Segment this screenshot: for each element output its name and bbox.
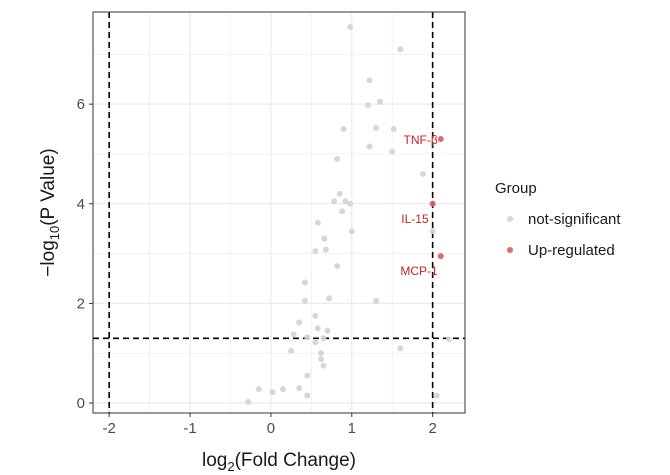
x-axis-title-base: log <box>202 450 227 471</box>
not-significant-point <box>377 98 384 105</box>
not-significant-point <box>280 386 287 393</box>
not-significant-point <box>314 219 321 226</box>
not-significant-point <box>366 77 373 84</box>
not-significant-point <box>269 389 276 396</box>
not-significant-point <box>340 126 347 133</box>
not-significant-point <box>373 297 380 304</box>
not-significant-point <box>389 148 396 155</box>
legend-title: Group <box>495 180 537 197</box>
data-points <box>245 23 452 406</box>
not-significant-point <box>296 319 303 326</box>
y-tick-label: 4 <box>77 196 85 213</box>
not-significant-point <box>373 125 380 132</box>
y-tick-label: 0 <box>77 395 85 412</box>
not-significant-point <box>304 392 311 399</box>
not-significant-point <box>314 325 321 332</box>
not-significant-point <box>366 143 373 150</box>
point-annotations: TNF-β IL-15 MCP-1 <box>400 133 438 278</box>
x-axis-title-rest: (Fold Change) <box>235 450 356 471</box>
not-significant-point <box>312 312 319 319</box>
x-tick-label: 1 <box>348 420 356 437</box>
not-significant-point <box>324 327 331 334</box>
up-regulated-point <box>437 253 444 260</box>
not-significant-point <box>364 102 371 109</box>
not-significant-point <box>304 334 311 341</box>
not-significant-point <box>322 246 329 253</box>
x-axis-title-sub: 2 <box>227 459 234 474</box>
not-significant-point <box>334 263 341 270</box>
not-significant-point <box>288 347 295 354</box>
up-regulated-point <box>437 136 444 143</box>
legend-key <box>507 216 513 222</box>
threshold-lines <box>93 12 465 413</box>
not-significant-point <box>312 339 319 346</box>
not-significant-point <box>304 372 311 379</box>
not-significant-point <box>336 190 343 197</box>
y-axis-title-sub: 10 <box>47 226 62 240</box>
point-annotation: MCP-1 <box>400 264 438 278</box>
not-significant-point <box>433 392 440 399</box>
not-significant-point <box>318 350 325 357</box>
not-significant-point <box>312 248 319 255</box>
legend-label: not-significant <box>528 211 621 228</box>
not-significant-point <box>330 198 337 205</box>
minor-gridlines <box>93 12 465 413</box>
y-tick-label: 6 <box>77 96 85 113</box>
y-tick-label: 2 <box>77 295 85 312</box>
x-axis-ticks: -2 -1 0 1 2 <box>103 413 437 437</box>
not-significant-point <box>397 345 404 352</box>
x-tick-label: 2 <box>428 420 436 437</box>
not-significant-point <box>342 198 349 205</box>
x-tick-label: 0 <box>267 420 275 437</box>
point-annotation: IL-15 <box>401 212 429 226</box>
point-annotation: TNF-β <box>404 133 438 147</box>
not-significant-point <box>429 228 436 235</box>
not-significant-point <box>301 279 308 286</box>
x-tick-label: -1 <box>183 420 196 437</box>
not-significant-point <box>347 23 354 30</box>
not-significant-point <box>320 335 327 342</box>
not-significant-point <box>390 126 397 133</box>
not-significant-point <box>339 208 346 215</box>
not-significant-point <box>318 356 325 363</box>
y-axis-title-rest: (P Value) <box>38 148 59 225</box>
not-significant-point <box>255 386 262 393</box>
y-axis-title: −log10(P Value) <box>38 148 62 276</box>
not-significant-point <box>296 385 303 392</box>
not-significant-point <box>397 46 404 53</box>
not-significant-point <box>348 228 355 235</box>
legend-entries: not-significant Up-regulated <box>507 211 621 259</box>
not-significant-point <box>245 399 252 406</box>
not-significant-point <box>321 235 328 242</box>
not-significant-point <box>290 331 297 338</box>
panel-border <box>92 11 466 414</box>
not-significant-point <box>445 336 452 343</box>
not-significant-point <box>347 200 354 207</box>
not-significant-point <box>419 170 426 177</box>
not-significant-point <box>320 362 327 369</box>
y-axis-ticks: 0 2 4 6 <box>77 96 93 412</box>
legend-label: Up-regulated <box>528 242 615 259</box>
legend: Group not-significant Up-regulated <box>495 180 621 259</box>
not-significant-point <box>301 297 308 304</box>
legend-key <box>507 247 513 253</box>
not-significant-point <box>326 295 333 302</box>
y-axis-title-base: −log <box>38 240 59 276</box>
not-significant-point <box>334 155 341 162</box>
x-tick-label: -2 <box>103 420 116 437</box>
up-regulated-point <box>429 200 436 207</box>
x-axis-title: log2(Fold Change) <box>202 450 356 474</box>
